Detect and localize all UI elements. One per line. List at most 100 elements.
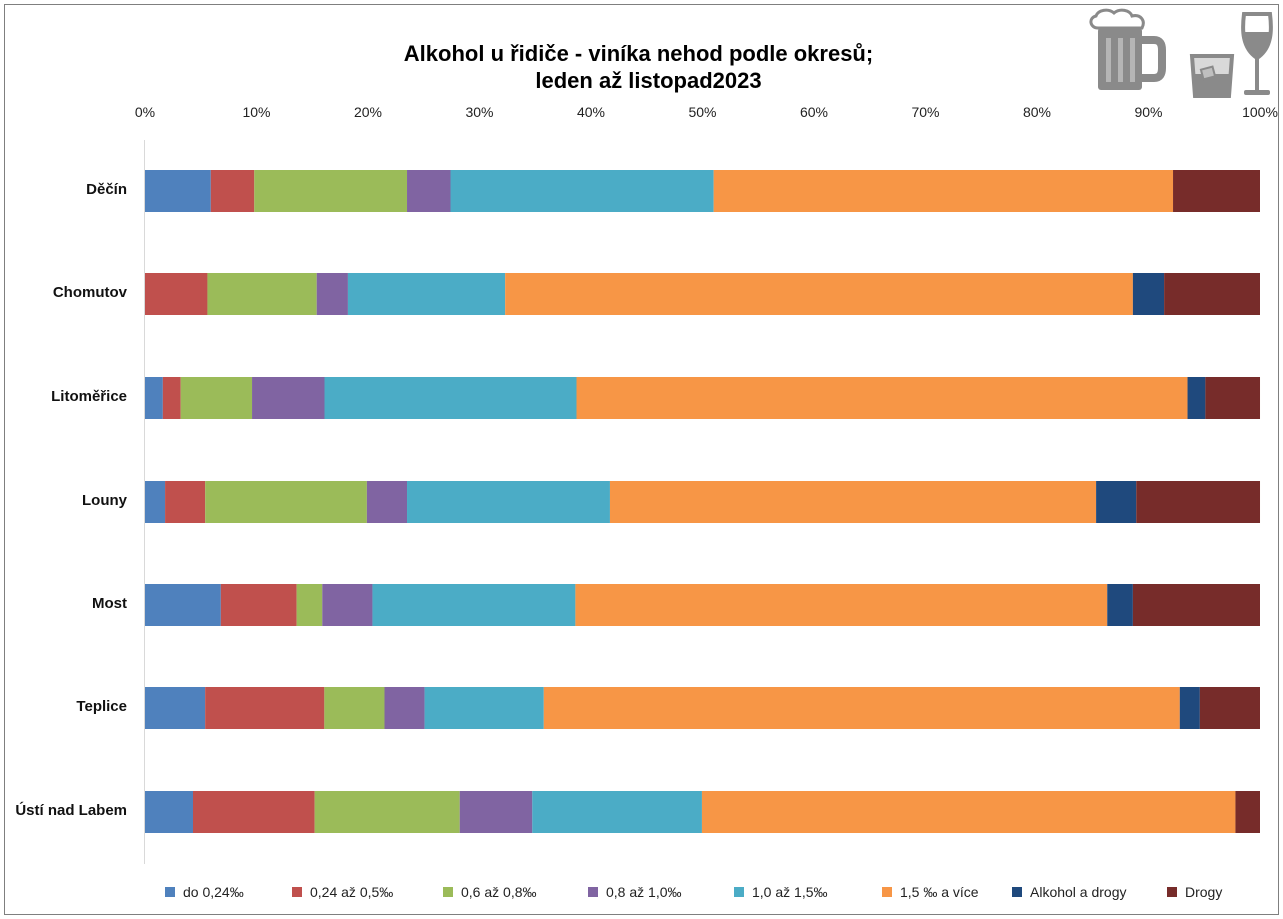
wine-glass-icon xyxy=(1241,12,1273,95)
drinks-illustration xyxy=(1084,8,1276,104)
legend-item: do 0,24‰ xyxy=(165,884,244,900)
bar-segment xyxy=(162,377,181,419)
x-tick-label: 80% xyxy=(1022,104,1052,120)
bar-segment xyxy=(543,687,1180,729)
legend-swatch xyxy=(165,887,175,897)
legend-swatch xyxy=(882,887,892,897)
bar-segment xyxy=(205,481,367,523)
bar-segment xyxy=(701,791,1236,833)
legend-swatch xyxy=(292,887,302,897)
bar-segment xyxy=(314,791,460,833)
bar-segment xyxy=(1179,687,1200,729)
legend-swatch xyxy=(588,887,598,897)
bar-segment xyxy=(347,273,506,315)
bar-segment xyxy=(145,170,211,212)
x-tick-label: 40% xyxy=(576,104,606,120)
bar-segment xyxy=(1132,273,1165,315)
bar-segment xyxy=(1096,481,1137,523)
chart-title-line-1: Alkohol u řidiče - viníka nehod podle ok… xyxy=(403,41,874,66)
category-label: Děčín xyxy=(86,181,127,198)
bar-segment xyxy=(1235,791,1260,833)
bar-segment xyxy=(324,377,577,419)
bar-segment xyxy=(407,481,610,523)
legend-label: 0,24 až 0,5‰ xyxy=(310,884,394,900)
category-label: Louny xyxy=(82,492,127,509)
x-tick-label: 30% xyxy=(465,104,494,120)
legend-label: Alkohol a drogy xyxy=(1030,884,1127,900)
bar-segment xyxy=(1132,584,1260,626)
category-axis-line xyxy=(144,140,145,864)
legend-item: 1,0 až 1,5‰ xyxy=(734,884,828,900)
legend-label: do 0,24‰ xyxy=(183,884,244,900)
bar-segment xyxy=(1187,377,1206,419)
x-tick-label: 0% xyxy=(134,104,156,120)
bar-segment xyxy=(713,170,1174,212)
bar-segment xyxy=(207,273,317,315)
bar-segment xyxy=(145,273,208,315)
legend-swatch xyxy=(1167,887,1177,897)
bar-segment xyxy=(1173,170,1260,212)
bar-segment xyxy=(1107,584,1133,626)
bar-segment xyxy=(145,791,193,833)
bar-segment xyxy=(145,687,206,729)
category-label: Ústí nad Labem xyxy=(15,802,127,819)
whisky-glass-icon xyxy=(1189,54,1235,98)
legend-item: 1,5 ‰ a více xyxy=(882,884,979,900)
bar-segment xyxy=(220,584,297,626)
bar-segment xyxy=(384,687,425,729)
bar-segment xyxy=(1136,481,1261,523)
bar-segment xyxy=(192,791,315,833)
bar-segment xyxy=(324,687,385,729)
x-tick-label: 50% xyxy=(688,104,717,120)
bar-segment xyxy=(252,377,325,419)
chart-frame xyxy=(4,4,1279,915)
bar-segment xyxy=(145,481,166,523)
bar-segment xyxy=(296,584,323,626)
bar-segment xyxy=(145,584,221,626)
beer-mug-icon xyxy=(1089,8,1166,90)
legend: do 0,24‰ 0,24 až 0,5‰ 0,6 až 0,8‰ 0,8 až 1,… xyxy=(0,884,1283,906)
bar-segment xyxy=(450,170,714,212)
bar-segment xyxy=(459,791,533,833)
legend-label: 0,6 až 0,8‰ xyxy=(461,884,537,900)
bar-segment xyxy=(532,791,702,833)
bar-segment xyxy=(505,273,1133,315)
bar-segment xyxy=(366,481,408,523)
bar-segment xyxy=(145,377,163,419)
bar-segment xyxy=(1199,687,1260,729)
legend-item: 0,6 až 0,8‰ xyxy=(443,884,537,900)
legend-swatch xyxy=(734,887,744,897)
bar-segment xyxy=(576,377,1188,419)
bar-segment xyxy=(180,377,253,419)
legend-label: 0,8 až 1,0‰ xyxy=(606,884,682,900)
category-label: Litoměřice xyxy=(51,388,127,405)
x-tick-label: 20% xyxy=(353,104,383,120)
bar-segment xyxy=(575,584,1108,626)
bar-segment xyxy=(372,584,576,626)
bar-segment xyxy=(407,170,451,212)
legend-label: 1,5 ‰ a více xyxy=(900,884,979,900)
chart-title: Alkohol u řidiče - viníka nehod podle ok… xyxy=(0,40,1283,94)
bar-segment xyxy=(1164,273,1260,315)
chart-title-line-2: leden až listopad2023 xyxy=(535,68,762,93)
legend-item: 0,8 až 1,0‰ xyxy=(588,884,682,900)
x-tick-label: 100% xyxy=(1242,104,1278,120)
legend-item: 0,24 až 0,5‰ xyxy=(292,884,393,900)
bar-segment xyxy=(424,687,544,729)
x-tick-label: 70% xyxy=(911,104,940,120)
category-label: Most xyxy=(92,595,127,612)
x-tick-label: 90% xyxy=(1134,104,1163,120)
x-tick-label: 60% xyxy=(799,104,829,120)
legend-item: Drogy xyxy=(1167,884,1222,900)
bar-segment xyxy=(205,687,325,729)
bar-segment xyxy=(210,170,255,212)
legend-swatch xyxy=(443,887,453,897)
legend-label: 1,0 až 1,5‰ xyxy=(752,884,828,900)
bar-segment xyxy=(254,170,408,212)
bar-segment xyxy=(1205,377,1261,419)
bar-segment xyxy=(165,481,206,523)
bar-segment xyxy=(316,273,348,315)
legend-label: Drogy xyxy=(1185,884,1223,900)
bar-segment xyxy=(322,584,373,626)
